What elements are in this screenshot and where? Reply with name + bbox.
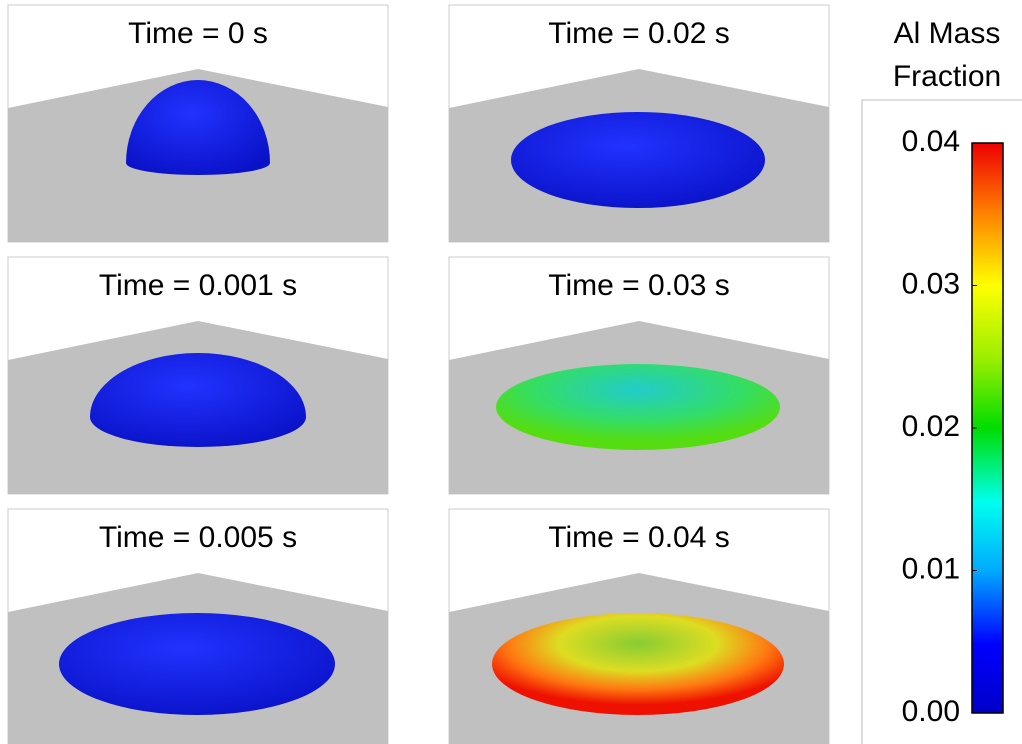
panel-title: Time = 0.001 s	[99, 269, 297, 302]
colorbar-title: Al Mass Fraction	[862, 12, 1022, 98]
panel: Time = 0.005 s	[8, 509, 388, 744]
figure: Time = 0 s Time = 0.02 s Time = 0.001 s Tim…	[0, 0, 1022, 744]
panel: Time = 0.03 s	[449, 257, 829, 494]
panel: Time = 0 s	[8, 5, 388, 242]
panel-title: Time = 0.02 s	[548, 17, 729, 50]
panel-title: Time = 0.04 s	[548, 521, 729, 554]
panel-title: Time = 0.03 s	[548, 269, 729, 302]
panel-title: Time = 0.005 s	[99, 521, 297, 554]
droplet	[59, 613, 335, 715]
colorbar-tick-label: 0.04	[902, 125, 960, 158]
panel: Time = 0.02 s	[449, 5, 829, 242]
panel: Time = 0.001 s	[8, 257, 388, 494]
droplet	[511, 112, 765, 208]
colorbar-tick-label: 0.00	[902, 695, 960, 728]
colorbar-tick-label: 0.02	[902, 410, 960, 443]
droplet	[496, 364, 780, 450]
colorbar-tick-label: 0.03	[902, 267, 960, 300]
panel: Time = 0.04 s	[449, 509, 829, 744]
canvas: Time = 0 s Time = 0.02 s Time = 0.001 s Tim…	[0, 0, 1022, 744]
colorbar-tick-label: 0.01	[902, 552, 960, 585]
panel-title: Time = 0 s	[128, 17, 268, 50]
droplet	[492, 613, 784, 715]
